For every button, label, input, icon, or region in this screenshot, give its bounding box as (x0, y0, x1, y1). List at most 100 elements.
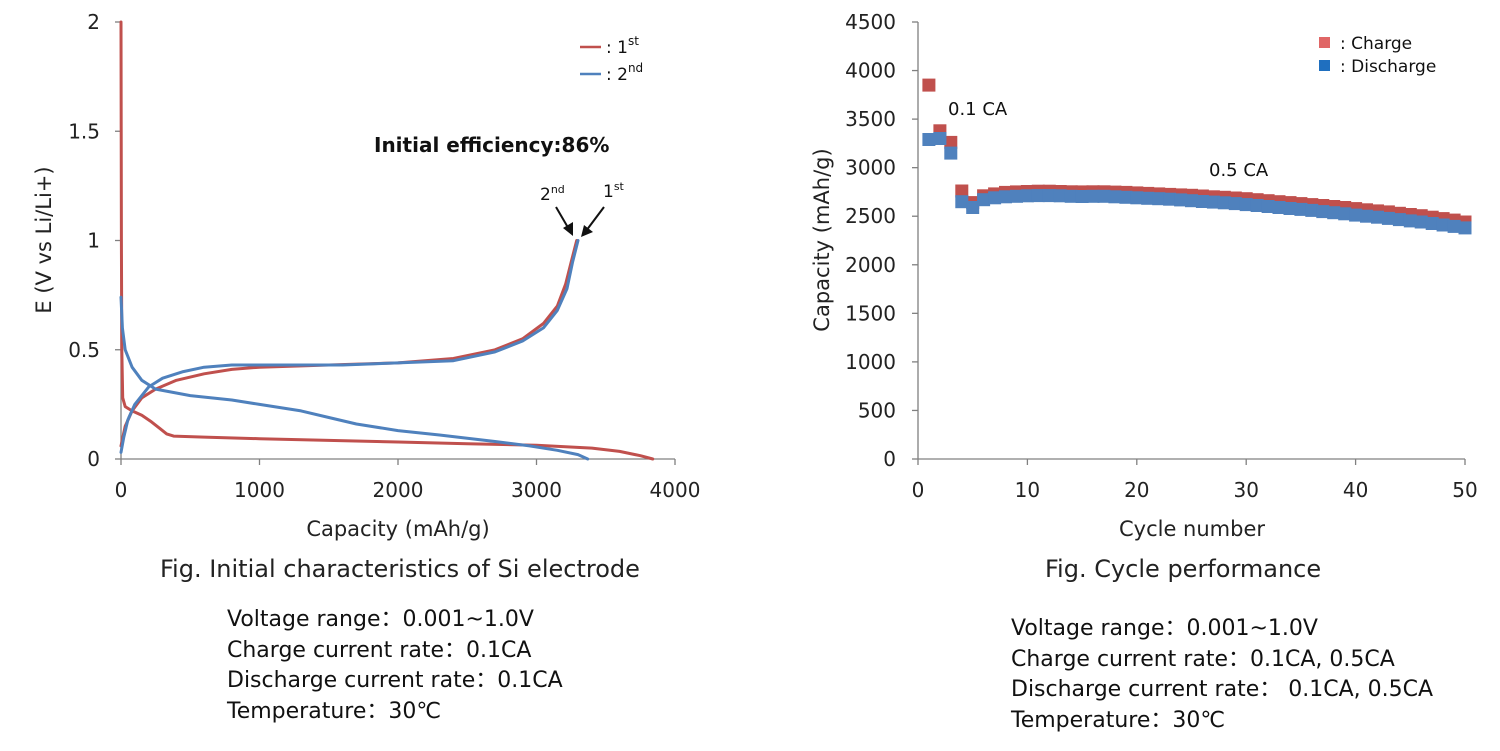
condition-line: Temperature：30℃ (227, 698, 442, 724)
point-discharge-cycle-38 (1327, 206, 1341, 220)
y-tick-label: 2500 (845, 204, 896, 228)
point-discharge-cycle-26 (1195, 195, 1209, 208)
right-figure-caption: Fig. Cycle performance (1045, 555, 1322, 583)
y-tick-label: 1500 (845, 301, 896, 325)
y-tick-label: 3000 (845, 156, 896, 180)
y-tick-label: 2 (87, 10, 100, 34)
point-discharge-cycle-40 (1349, 208, 1363, 222)
point-discharge-cycle-29 (1228, 197, 1242, 211)
point-discharge-cycle-5 (966, 201, 980, 214)
condition-line: Voltage range：0.001~1.0V (227, 607, 534, 632)
point-discharge-cycle-17 (1097, 189, 1111, 203)
y-tick-label: 500 (858, 398, 896, 422)
point-discharge-cycle-49 (1447, 219, 1461, 233)
x-tick-label: 3000 (511, 478, 562, 502)
point-discharge-cycle-46 (1414, 215, 1428, 229)
point-discharge-cycle-35 (1294, 202, 1308, 216)
y-tick-label: 4500 (845, 10, 896, 34)
point-discharge-cycle-47 (1425, 217, 1439, 230)
condition-line: Temperature：30℃ (1011, 707, 1226, 733)
left-test-conditions: Voltage range：0.001~1.0V Charge current … (227, 605, 563, 727)
legend-swatch-charge (1319, 37, 1330, 48)
point-discharge-cycle-12 (1042, 189, 1056, 203)
point-discharge-cycle-20 (1130, 191, 1144, 205)
x-tick-label: 10 (1015, 478, 1040, 502)
series-1st-discharge-line (119, 20, 655, 461)
x-tick-label: 0 (115, 478, 128, 502)
point-discharge-cycle-6 (977, 193, 991, 207)
point-discharge-cycle-11 (1031, 189, 1045, 203)
x-tick-label: 1000 (234, 478, 285, 502)
x-tick-label: 30 (1233, 478, 1258, 502)
series-2nd-charge-line (119, 239, 580, 454)
point-discharge-cycle-18 (1108, 190, 1122, 204)
y-tick-label: 1 (87, 229, 100, 253)
left-figure-caption: Fig. Initial characteristics of Si elect… (160, 555, 640, 583)
point-discharge-cycle-15 (1075, 190, 1089, 203)
point-discharge-cycle-13 (1053, 189, 1067, 203)
legend-label-2nd: : 2nd (606, 61, 643, 85)
point-discharge-cycle-50 (1458, 221, 1472, 235)
point-discharge-cycle-23 (1163, 192, 1177, 206)
point-discharge-cycle-14 (1064, 189, 1078, 203)
cycle-performance-chart: 0 10 20 30 40 5005001000150020002500300035004… (810, 10, 1478, 541)
point-discharge-cycle-2 (933, 132, 947, 145)
legend: : Charge : Discharge (1319, 34, 1436, 77)
x-tick-label: 4000 (650, 478, 701, 502)
legend-label-discharge: : Discharge (1340, 57, 1436, 77)
point-discharge-cycle-8 (999, 190, 1012, 204)
annotation-0-5ca: 0.5 CA (1209, 160, 1269, 181)
y-tick-label: 1000 (845, 350, 896, 374)
point-discharge-cycle-43 (1381, 211, 1395, 225)
point-discharge-cycle-30 (1239, 198, 1253, 212)
point-discharge-cycle-10 (1020, 189, 1034, 203)
right-test-conditions: Voltage range：0.001~1.0V Charge current … (1011, 614, 1433, 736)
point-discharge-cycle-25 (1185, 194, 1198, 208)
y-tick-label: 2000 (845, 253, 896, 277)
series-2nd-discharge-line (119, 295, 590, 461)
point-discharge-cycle-39 (1338, 207, 1352, 221)
y-tick-label: 0 (883, 447, 896, 471)
point-discharge-cycle-16 (1086, 189, 1100, 203)
condition-line: Discharge current rate： 0.1CA, 0.5CA (1011, 677, 1434, 702)
annotation-0-1ca: 0.1 CA (948, 99, 1008, 120)
x-tick-label: 0 (912, 478, 925, 502)
arrow-1st-label: 1st (603, 180, 625, 202)
arrow-2nd: 2nd (540, 183, 573, 236)
point-discharge-cycle-22 (1152, 192, 1166, 206)
arrow-2nd-label: 2nd (540, 183, 565, 205)
y-tick-label: 3500 (845, 107, 896, 131)
point-discharge-cycle-3 (944, 146, 958, 160)
legend-label-charge: : Charge (1340, 34, 1412, 54)
condition-line: Discharge current rate：0.1CA (227, 668, 563, 693)
y-axis-label: Capacity (mAh/g) (810, 148, 834, 331)
point-discharge-cycle-42 (1371, 210, 1384, 224)
y-tick-label: 1.5 (68, 119, 100, 143)
point-discharge-cycle-45 (1403, 214, 1417, 228)
point-discharge-cycle-24 (1174, 193, 1188, 207)
point-discharge-cycle-4 (955, 195, 969, 209)
y-tick-label: 0.5 (68, 338, 100, 362)
point-discharge-cycle-28 (1217, 196, 1231, 210)
point-discharge-cycle-1 (922, 133, 936, 146)
x-tick-label: 20 (1124, 478, 1149, 502)
point-discharge-cycle-32 (1261, 200, 1275, 213)
point-discharge-cycle-21 (1141, 191, 1155, 205)
point-discharge-cycle-33 (1272, 201, 1286, 214)
x-axis-label: Capacity (mAh/g) (306, 517, 489, 541)
legend-label-1st: : 1st (606, 34, 639, 58)
legend: : 1st : 2nd (580, 34, 643, 85)
x-tick-label: 50 (1452, 478, 1477, 502)
condition-line: Voltage range：0.001~1.0V (1011, 616, 1318, 641)
x-tick-label: 2000 (373, 478, 424, 502)
point-discharge-cycle-19 (1119, 190, 1133, 204)
legend-swatch-discharge (1319, 60, 1330, 71)
point-discharge-cycle-34 (1283, 202, 1297, 215)
point-charge-cycle-3 (944, 135, 958, 149)
point-discharge-cycle-41 (1360, 209, 1373, 223)
point-discharge-cycle-31 (1250, 199, 1264, 212)
condition-line: Charge current rate：0.1CA (227, 637, 532, 663)
y-axis-label: E (V vs Li/Li+) (32, 166, 56, 313)
point-charge-cycle-4 (955, 184, 969, 198)
efficiency-annotation: Initial efficiency:86% (374, 133, 609, 157)
